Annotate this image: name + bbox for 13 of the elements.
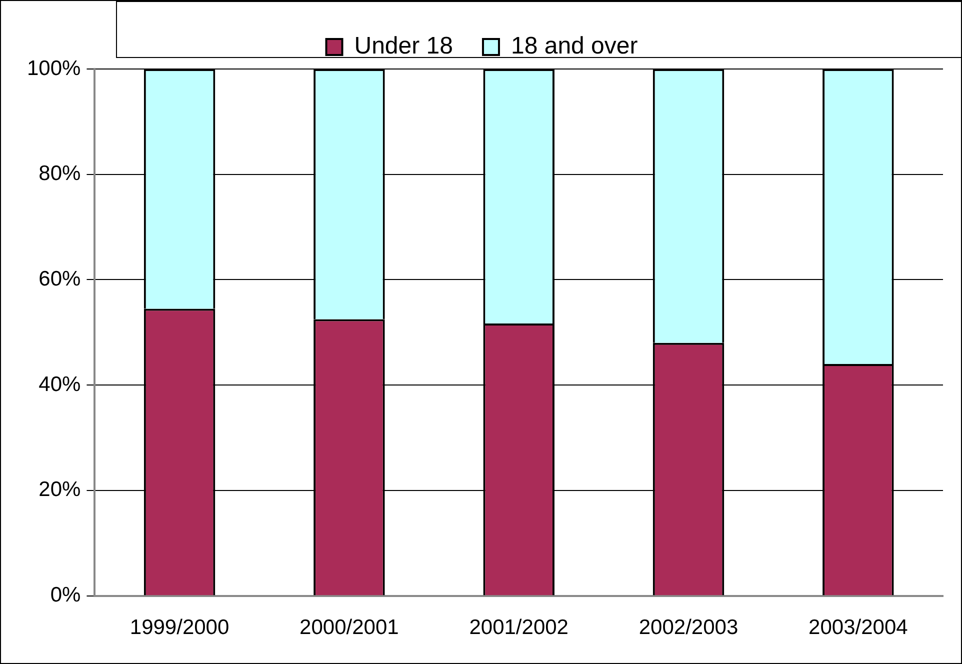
y-tick-label: 80%	[38, 162, 81, 186]
x-tick-label: 2003/2004	[808, 616, 908, 640]
legend-label: 18 and over	[510, 32, 638, 60]
y-tick-label: 100%	[26, 56, 81, 80]
x-tick-label: 2002/2003	[638, 616, 738, 640]
y-tick-label: 20%	[38, 478, 81, 502]
y-tick-label: 0%	[50, 584, 81, 607]
x-tick-label: 2000/2001	[300, 616, 399, 640]
y-tick-label: 40%	[38, 372, 81, 396]
legend-label: Under 18	[354, 32, 453, 60]
y-tick-label: 60%	[38, 268, 81, 291]
x-tick-label: 2001/2002	[469, 616, 568, 640]
x-tick-label: 1999/2000	[130, 616, 230, 640]
